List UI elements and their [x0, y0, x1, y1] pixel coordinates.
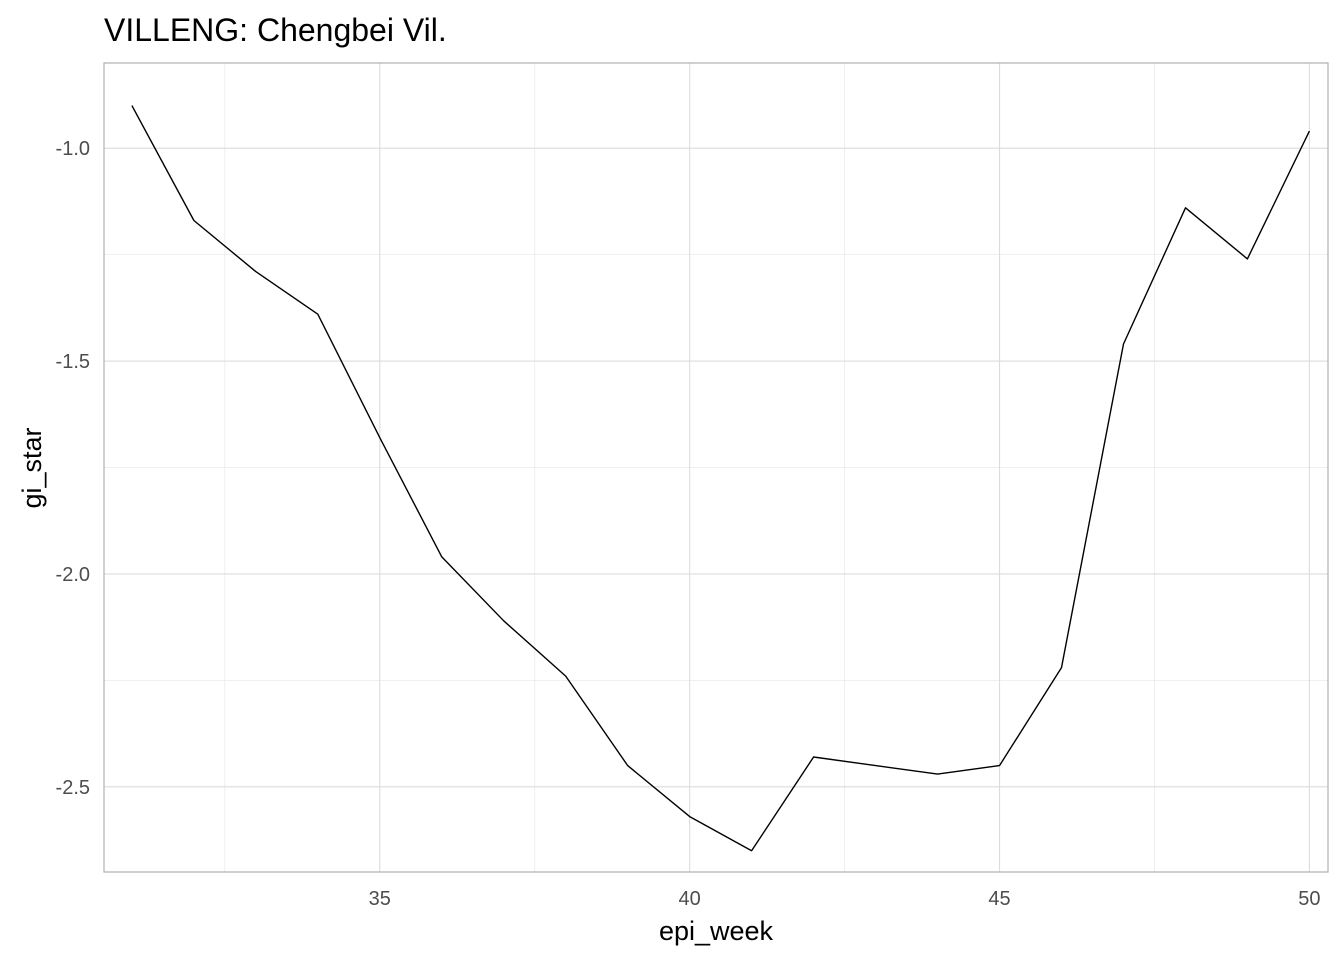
chart-title: VILLENG: Chengbei Vil.: [104, 12, 447, 48]
x-axis-ticks: 35 40 45 50: [369, 888, 1321, 910]
y-tick-label: -2.0: [56, 564, 90, 586]
series-line: [131, 105, 1311, 852]
y-tick-label: -1.5: [56, 351, 90, 373]
y-axis-title: gi_star: [17, 427, 47, 508]
y-tick-label: -1.0: [56, 138, 90, 160]
y-axis-ticks: -2.5 -2.0 -1.5 -1.0: [56, 138, 90, 799]
x-axis-title: epi_week: [659, 916, 774, 946]
x-tick-label: 50: [1298, 888, 1320, 910]
x-tick-label: 40: [679, 888, 701, 910]
x-tick-label: 45: [988, 888, 1010, 910]
plot-panel-border: [103, 62, 1329, 873]
x-tick-label: 35: [369, 888, 391, 910]
y-tick-label: -2.5: [56, 777, 90, 799]
grid-lines: [104, 63, 1328, 872]
